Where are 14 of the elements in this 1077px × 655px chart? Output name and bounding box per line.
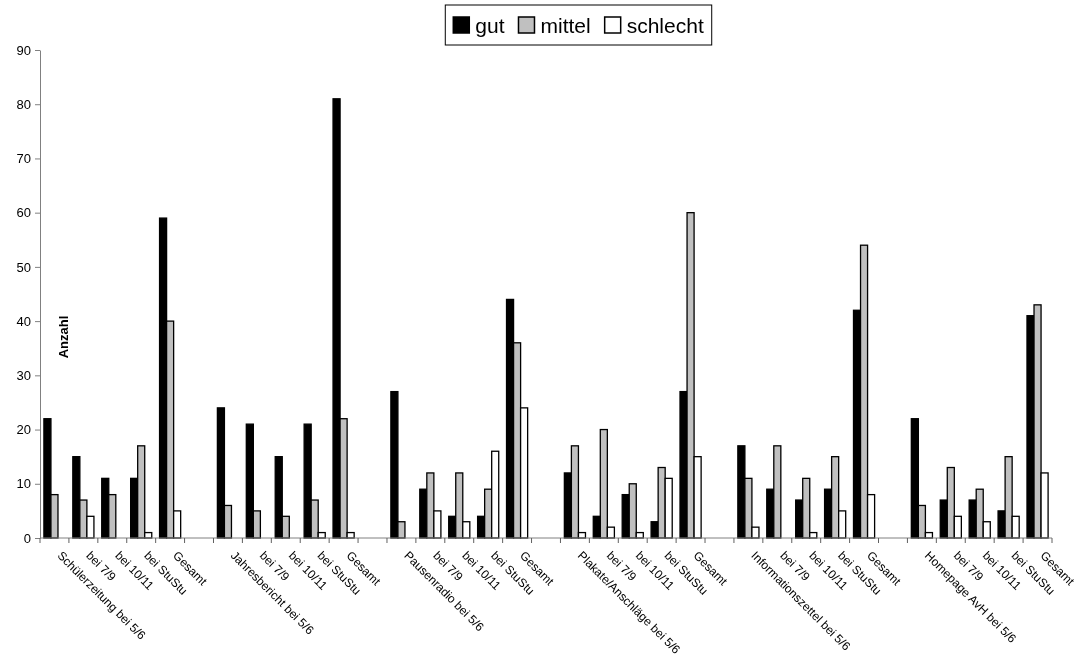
y-tick-label: 50 — [16, 259, 31, 275]
y-tick-label: 60 — [16, 205, 31, 221]
y-tick-label: 30 — [16, 367, 31, 383]
y-tick-label: 20 — [16, 422, 31, 438]
y-axis-title: Anzahl — [56, 315, 71, 359]
y-tick-label: 90 — [16, 42, 31, 58]
legend-label: mittel — [540, 14, 591, 37]
legend-label: gut — [475, 14, 505, 37]
y-tick-label: 40 — [16, 313, 31, 329]
y-tick-label: 10 — [16, 476, 31, 492]
legend-label: schlecht — [626, 14, 704, 37]
y-tick-label: 80 — [16, 96, 31, 112]
y-tick-label: 70 — [16, 151, 31, 167]
y-tick-label: 0 — [23, 530, 31, 546]
